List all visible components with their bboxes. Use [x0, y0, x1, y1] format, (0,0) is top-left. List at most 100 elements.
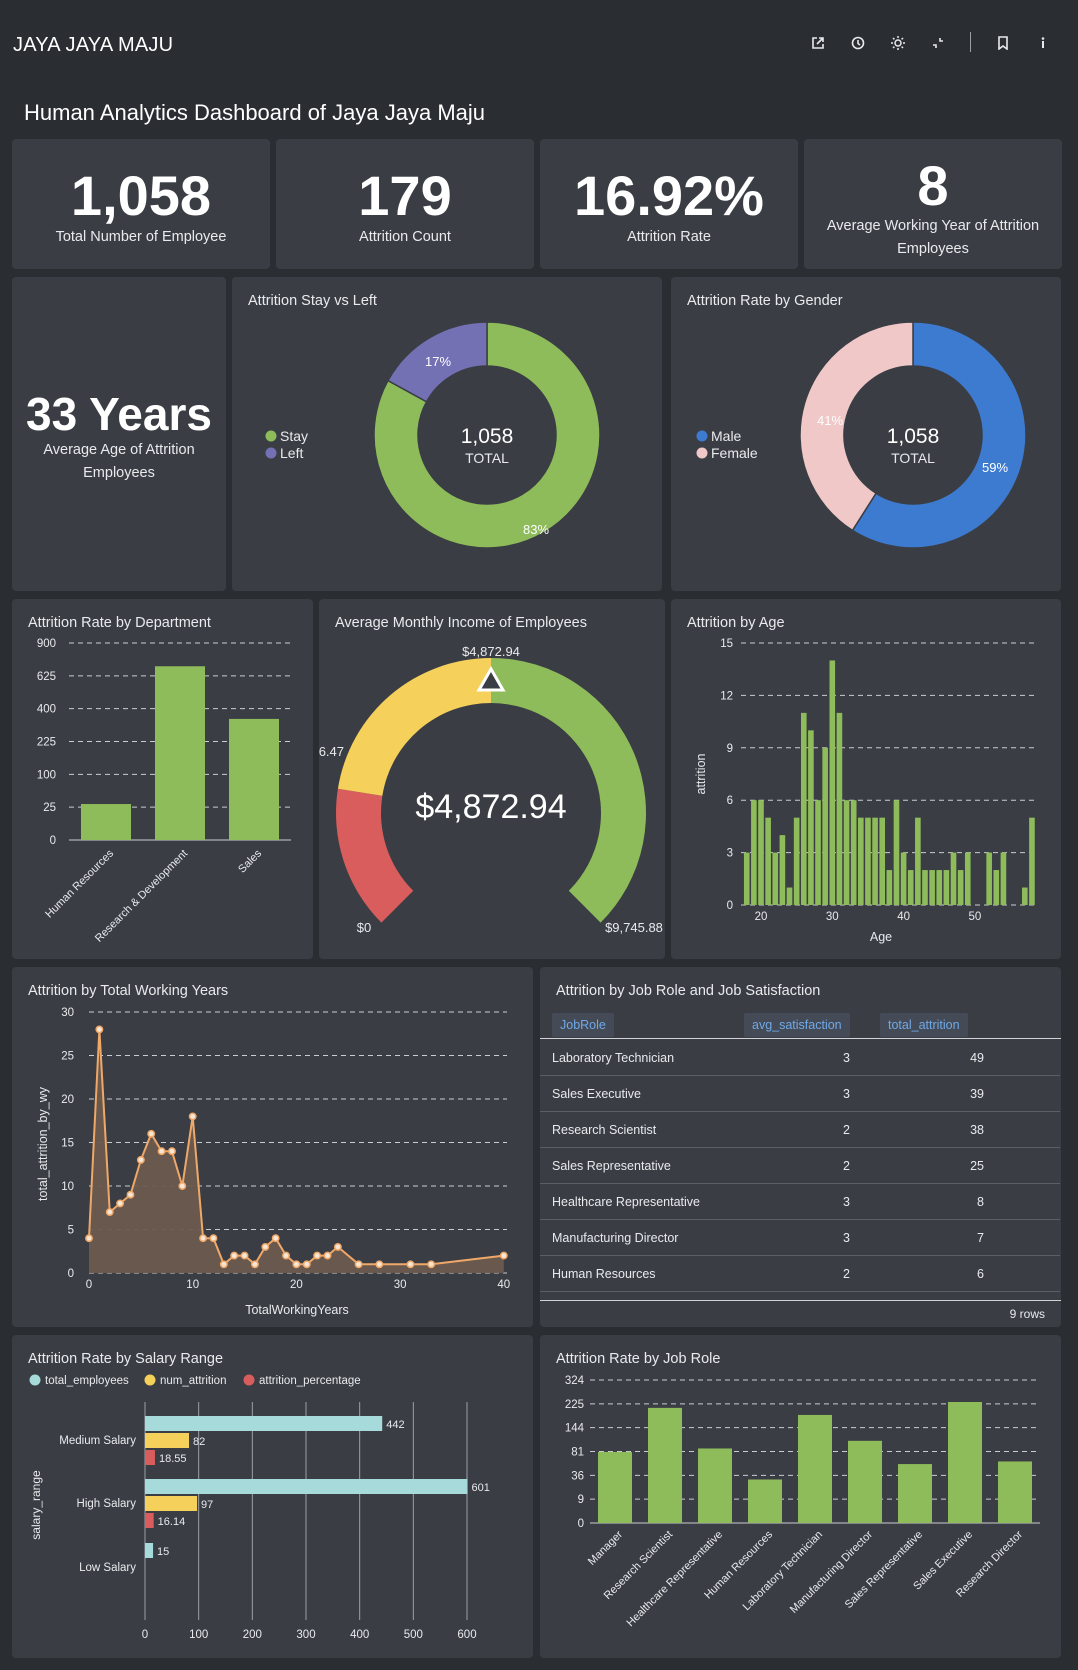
x-tick-label: Sales: [236, 847, 264, 875]
info-icon[interactable]: [1032, 32, 1054, 54]
donut-slice-female: [799, 321, 914, 532]
bar-age-47: [950, 852, 957, 905]
bar-1: [155, 666, 205, 840]
bar-0: [81, 804, 131, 840]
column-header-jobrole[interactable]: JobRole: [552, 1013, 614, 1037]
chart-gender: Attrition Rate by Gender Male Female 1,0…: [671, 277, 1061, 591]
cell-total-attrition: 38: [970, 1123, 984, 1137]
working-years-svg: TotalWorkingYears total_attrition_by_wy …: [36, 1007, 510, 1317]
collapse-icon[interactable]: [927, 32, 949, 54]
bookmark-icon[interactable]: [992, 32, 1014, 54]
gauge-segment-1: [337, 658, 491, 796]
gauge-top-label: $4,872.94: [462, 644, 520, 659]
legend-label-num-attrition[interactable]: num_attrition: [160, 1375, 226, 1387]
y-tick-label: 20: [61, 1094, 74, 1106]
table-row[interactable]: Manufacturing Director 3 7: [540, 1220, 1060, 1256]
y-tick-label: 225: [565, 1399, 584, 1411]
table-row[interactable]: Human Resources 2 6: [540, 1256, 1060, 1292]
bar-1: [648, 1407, 682, 1523]
bar-attrition_percentage: [145, 1450, 155, 1465]
legend-label-attrition-percentage[interactable]: attrition_percentage: [259, 1375, 361, 1387]
history-icon[interactable]: [847, 32, 869, 54]
x-tick-label: 100: [189, 1629, 208, 1641]
y-tick-label: 225: [37, 737, 56, 749]
legend-label-left[interactable]: Left: [280, 445, 303, 461]
kpi-label: Average Working Year of Attrition Employ…: [826, 218, 1040, 257]
data-point: [354, 1260, 363, 1269]
data-point: [178, 1182, 187, 1190]
donut-total-label: TOTAL: [891, 450, 935, 466]
x-tick-label: 40: [497, 1279, 510, 1291]
bar-age-22: [772, 852, 779, 905]
slice-label-stay: 83%: [523, 522, 549, 537]
cell-jobrole: Manufacturing Director: [552, 1231, 679, 1245]
x-tick-label: Human Resources: [43, 847, 116, 920]
column-header-total-attrition[interactable]: total_attrition: [880, 1013, 968, 1037]
donut-total-label: TOTAL: [465, 450, 509, 466]
bar-2: [698, 1448, 732, 1523]
data-point: [375, 1260, 384, 1269]
kpi-avg-working-year: 8 Average Working Year of Attrition Empl…: [804, 139, 1062, 269]
income-gauge-svg: $4,872.94 $4,872.94 6.47 $0 $9,745.88: [319, 644, 663, 935]
data-point: [188, 1112, 197, 1121]
bar-4: [798, 1414, 832, 1523]
chart-title: Attrition by Age: [687, 615, 785, 631]
kpi-attrition-rate: 16.92% Attrition Rate: [540, 139, 798, 269]
x-tick-label: 400: [350, 1629, 369, 1641]
chart-department: Attrition Rate by Department 0 25 100 225 40…: [12, 599, 313, 959]
bar-age-40: [900, 852, 907, 905]
column-header-avg-satisfaction[interactable]: avg_satisfaction: [744, 1013, 850, 1037]
donut-total: 1,058: [461, 425, 514, 448]
table-job-role-satisfaction: Attrition by Job Role and Job Satisfacti…: [540, 967, 1061, 1327]
data-label: 15: [157, 1546, 169, 1558]
kpi-value: 1,058: [70, 164, 212, 227]
bar-total_employees: [145, 1416, 383, 1431]
legend-swatch-stay: [265, 430, 277, 442]
share-icon[interactable]: [807, 32, 829, 54]
bar-age-57: [1022, 887, 1028, 905]
area-fill: [89, 1029, 504, 1273]
data-label: 82: [193, 1436, 205, 1448]
kpi-label: Total Number of Employee: [55, 229, 227, 245]
chart-title: Average Monthly Income of Employees: [335, 615, 588, 631]
data-point: [292, 1260, 301, 1269]
salary-range-svg: total_employees num_attrition attrition_…: [29, 1374, 490, 1641]
slice-label-male: 59%: [982, 460, 1008, 475]
legend-swatch-attrition-percentage: [243, 1374, 255, 1386]
legend-label-stay[interactable]: Stay: [280, 428, 308, 444]
legend-label-female[interactable]: Female: [711, 445, 758, 461]
cell-jobrole: Sales Representative: [552, 1159, 671, 1173]
theme-icon[interactable]: [887, 32, 909, 54]
table-row[interactable]: Sales Executive 3 39: [540, 1076, 1060, 1112]
table-row[interactable]: Research Scientist 2 38: [540, 1112, 1060, 1148]
y-axis-label: total_attrition_by_wy: [36, 1086, 50, 1201]
bar-age-58: [1029, 817, 1035, 905]
data-point: [302, 1260, 311, 1269]
legend: total_employees num_attrition attrition_…: [29, 1374, 361, 1387]
kpi-label: Attrition Rate: [627, 229, 711, 245]
data-point: [105, 1208, 114, 1217]
x-tick-label: 20: [755, 911, 768, 923]
data-point: [95, 1025, 104, 1034]
bar-3: [748, 1479, 782, 1523]
cell-jobrole: Human Resources: [552, 1267, 656, 1281]
x-tick-label: 30: [826, 911, 839, 923]
y-tick-label: 3: [727, 848, 733, 860]
toolbar-divider: [970, 32, 971, 52]
table-row[interactable]: Healthcare Representative 3 8: [540, 1184, 1060, 1220]
table-row[interactable]: Laboratory Technician 3 49: [540, 1040, 1060, 1076]
table-row[interactable]: Sales Representative 2 25: [540, 1148, 1060, 1184]
legend-label-male[interactable]: Male: [711, 428, 742, 444]
donut-total: 1,058: [887, 425, 940, 448]
x-tick-label: 20: [290, 1279, 303, 1291]
data-label: 442: [386, 1419, 404, 1431]
bar-total_employees: [145, 1543, 154, 1558]
cell-jobrole: Sales Executive: [552, 1087, 641, 1101]
bar-age-20: [758, 800, 764, 905]
legend-swatch-num-attrition: [144, 1374, 156, 1386]
bar-attrition_percentage: [145, 1513, 154, 1528]
chart-title: Attrition by Total Working Years: [28, 983, 229, 999]
data-point: [333, 1242, 342, 1251]
legend-label-total-employees[interactable]: total_employees: [45, 1375, 129, 1387]
y-tick-label: Low Salary: [79, 1562, 136, 1574]
